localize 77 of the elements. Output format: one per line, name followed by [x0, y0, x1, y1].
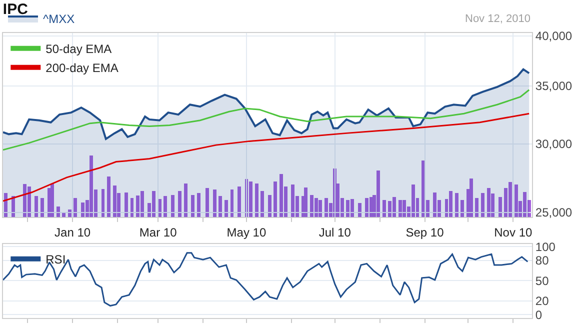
bar: [56, 206, 60, 217]
bar: [178, 191, 182, 217]
bar: [454, 193, 458, 217]
bar: [90, 156, 94, 217]
bar: [74, 198, 78, 217]
bar: [124, 192, 128, 217]
bar: [398, 200, 402, 217]
x-tick-label: Jul 10: [318, 225, 352, 240]
bar: [433, 192, 437, 217]
line-series: [3, 89, 530, 151]
bar: [112, 186, 116, 217]
bar: [249, 181, 253, 217]
bar: [40, 198, 44, 217]
bar: [260, 191, 264, 217]
x-tick-label: May 10: [226, 225, 266, 240]
x-tick-label: Nov 10: [494, 225, 532, 240]
bar: [140, 191, 144, 217]
bar: [314, 198, 318, 217]
bar: [376, 170, 380, 217]
legend-label: 50-day EMA: [46, 42, 112, 56]
chart-title: IPC: [2, 1, 28, 18]
bar: [388, 201, 392, 217]
bar: [291, 184, 295, 217]
bar: [224, 200, 228, 217]
bar: [280, 174, 284, 217]
bar: [358, 202, 362, 217]
bar: [460, 200, 464, 217]
bar: [196, 193, 200, 217]
y-tick-label: 25,000: [535, 206, 572, 220]
bar: [191, 194, 195, 217]
bar: [469, 178, 473, 217]
bar: [304, 188, 308, 217]
x-tick-label: Sep 10: [406, 225, 444, 240]
bar: [238, 186, 241, 217]
bar: [274, 181, 278, 217]
y-tick-label: 0: [535, 308, 542, 322]
bar: [254, 183, 258, 217]
y-tick-label: 20: [535, 294, 550, 308]
bar: [34, 196, 38, 217]
bar: [365, 198, 369, 217]
bar: [449, 191, 453, 217]
bar: [107, 176, 111, 217]
bar: [50, 183, 54, 217]
bar: [152, 191, 156, 217]
x-tick-label: Jan 10: [54, 225, 91, 240]
y-tick-label: 50: [535, 274, 550, 288]
x-tick-label: Mar 10: [139, 225, 178, 240]
y-tick-label: 30,000: [535, 137, 572, 152]
bar: [402, 200, 406, 217]
bar: [411, 184, 415, 217]
bar: [62, 212, 66, 217]
bar: [486, 188, 490, 217]
legend-label: 200-day EMA: [46, 61, 118, 76]
bar: [164, 196, 168, 217]
y-tick-label: 40,000: [535, 29, 572, 44]
bar: [318, 200, 322, 217]
bar: [206, 188, 210, 217]
bar: [184, 183, 188, 217]
bar: [212, 189, 216, 217]
bar: [346, 200, 350, 217]
bar: [498, 196, 502, 217]
bar: [170, 194, 174, 217]
text: Nov 12, 2010: [465, 13, 530, 25]
legend-label: ^MXX: [43, 12, 75, 26]
y-tick-label: 35,000: [535, 79, 572, 94]
bar: [480, 193, 484, 217]
bar: [218, 196, 222, 217]
bar: [268, 194, 272, 217]
y-tick-label: 100: [535, 240, 556, 254]
bar: [514, 184, 518, 217]
bar: [27, 186, 31, 217]
bar: [475, 198, 479, 217]
line-series: [3, 252, 528, 307]
bar: [4, 193, 8, 217]
y-tick-label: 80: [535, 253, 550, 268]
legend-label: RSI: [46, 252, 66, 267]
bar: [382, 200, 386, 217]
